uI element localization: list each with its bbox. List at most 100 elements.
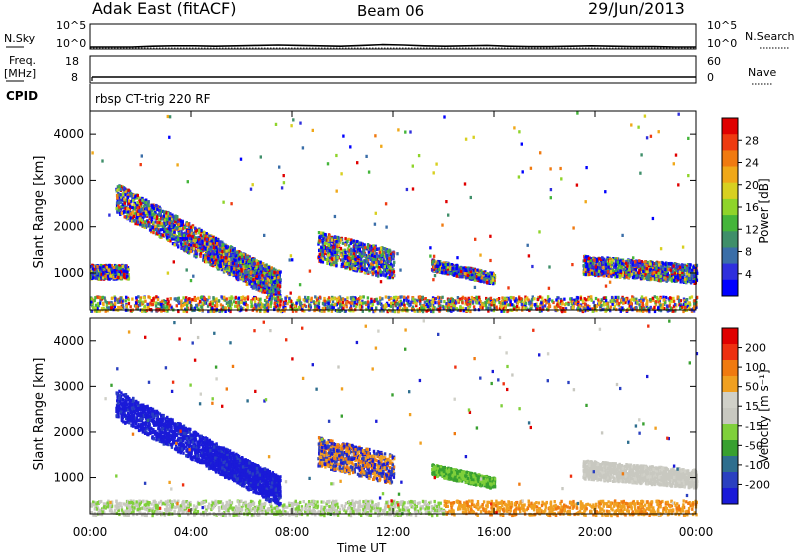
range-cell (342, 249, 345, 253)
range-cell (124, 189, 127, 194)
range-cell (173, 297, 176, 301)
range-cell (345, 262, 348, 266)
range-cell (476, 301, 479, 305)
range-cell (379, 298, 382, 302)
range-cell (541, 296, 544, 300)
range-cell (212, 246, 216, 250)
range-cell (265, 273, 269, 277)
range-cell (192, 247, 195, 251)
range-cell (223, 295, 226, 299)
range-cell (282, 300, 285, 304)
range-cell (350, 238, 353, 242)
range-cell (503, 296, 507, 300)
range-cell (591, 309, 594, 313)
range-cell (400, 295, 403, 299)
range-cell (386, 260, 389, 264)
range-cell (345, 264, 349, 268)
range-cell (169, 215, 172, 219)
range-cell (235, 263, 238, 267)
range-cell (218, 251, 221, 255)
range-cell (376, 265, 379, 269)
range-cell (270, 278, 273, 282)
range-cell (370, 262, 373, 266)
range-cell (264, 276, 267, 280)
range-cell (590, 298, 593, 302)
range-cell (262, 281, 265, 285)
range-cell (318, 252, 321, 256)
range-cell (356, 242, 359, 246)
range-cell (251, 267, 255, 271)
range-cell (405, 306, 409, 310)
range-cell (211, 302, 215, 306)
range-cell (366, 296, 370, 300)
range-cell (246, 295, 250, 299)
range-cell (213, 304, 217, 308)
range-cell (524, 301, 528, 305)
range-cell (352, 297, 355, 301)
range-cell (320, 246, 323, 250)
range-cell (587, 295, 590, 299)
range-cell (323, 243, 326, 247)
range-cell (684, 301, 687, 305)
range-cell (168, 227, 171, 231)
range-cell (641, 304, 645, 308)
range-cell (345, 256, 349, 260)
range-cell (211, 250, 214, 254)
range-cell (659, 305, 663, 309)
range-cell (610, 295, 614, 300)
range-cell (619, 306, 622, 310)
range-cell (121, 186, 124, 190)
range-cell (159, 302, 163, 306)
range-cell (136, 210, 139, 214)
range-cell (291, 309, 295, 313)
range-cell (368, 266, 372, 270)
range-cell (237, 273, 240, 277)
range-cell (116, 185, 120, 189)
range-cell (358, 305, 361, 309)
range-cell (504, 305, 507, 309)
range-cell (191, 298, 194, 302)
range-cell (518, 297, 521, 301)
range-cell (274, 268, 277, 272)
range-cell (272, 272, 275, 277)
range-cell (503, 301, 506, 305)
range-cell (372, 260, 375, 264)
range-cell (402, 300, 405, 304)
range-cell (321, 251, 324, 255)
range-cell (267, 293, 270, 298)
range-cell (183, 244, 187, 249)
range-cell (242, 253, 245, 257)
range-cell (384, 303, 388, 307)
range-cell (483, 304, 486, 308)
range-cell (577, 306, 580, 310)
range-cell (384, 249, 387, 253)
range-cell (257, 305, 261, 309)
range-cell (227, 268, 231, 272)
range-cell (334, 235, 337, 239)
range-cell (119, 296, 123, 300)
range-cell (94, 303, 98, 307)
range-cell (273, 292, 276, 296)
range-cell (672, 299, 676, 303)
range-cell (118, 198, 121, 202)
range-cell (249, 300, 253, 304)
range-cell (124, 206, 127, 211)
range-cell (256, 261, 260, 266)
range-cell (158, 227, 161, 231)
range-cell (527, 298, 530, 302)
range-cell (614, 295, 617, 299)
range-cell (358, 249, 361, 253)
range-cell (93, 299, 96, 303)
range-cell (447, 309, 450, 313)
range-cell (163, 233, 167, 237)
range-cell (380, 302, 383, 306)
range-cell (319, 249, 323, 253)
range-cell (151, 207, 154, 211)
range-cell (380, 262, 384, 266)
range-cell (359, 250, 363, 254)
range-cell (324, 252, 327, 256)
range-cell (260, 267, 263, 271)
range-cell (348, 301, 351, 305)
range-cell (480, 303, 484, 307)
range-cell (353, 300, 356, 305)
